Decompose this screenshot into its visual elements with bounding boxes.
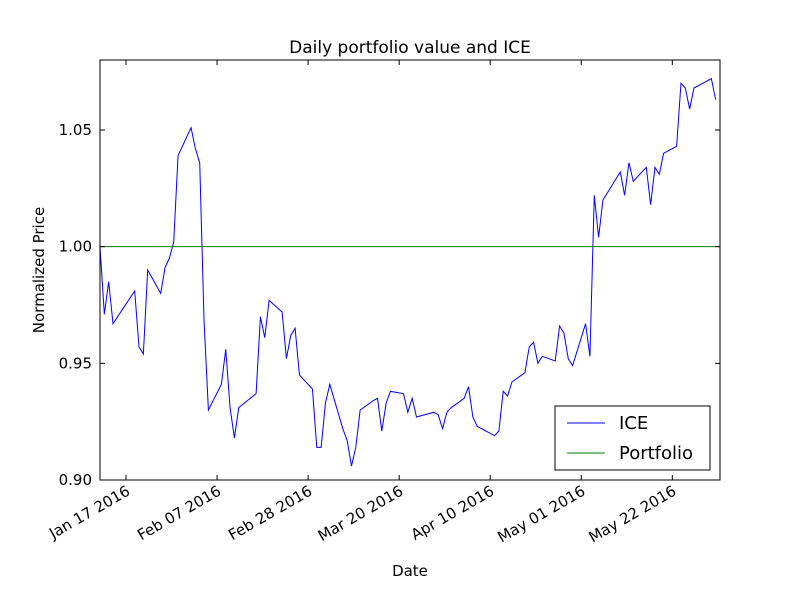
y-tick-label: 1.05 [59, 121, 92, 139]
y-axis-label: Normalized Price [30, 207, 48, 333]
chart-title: Daily portfolio value and ICE [289, 38, 531, 58]
x-axis: Jan 17 2016 Feb 07 2016 Feb 28 2016 Mar 20 … [45, 60, 679, 546]
x-tick-label: Jan 17 2016 [45, 482, 133, 543]
x-axis-label: Date [392, 562, 428, 580]
y-tick-label: 1.00 [59, 238, 92, 256]
x-tick-label: Mar 20 2016 [315, 482, 406, 545]
legend-label-ice: ICE [619, 413, 648, 434]
plot-lines [99, 77, 720, 467]
x-tick-label: May 01 2016 [495, 482, 589, 546]
legend: ICE Portfolio [554, 405, 711, 471]
y-tick-label: 0.95 [59, 354, 92, 372]
x-tick-label: Feb 28 2016 [225, 482, 315, 544]
legend-box [554, 405, 711, 471]
x-tick-label: Feb 07 2016 [134, 482, 224, 544]
legend-label-portfolio: Portfolio [619, 443, 693, 464]
series-line-ice [99, 77, 717, 467]
y-axis: 0.90 0.95 1.00 1.05 [59, 121, 720, 489]
x-tick-label: Apr 10 2016 [408, 482, 497, 544]
plot-frame [99, 59, 721, 481]
y-tick-label: 0.90 [59, 471, 92, 489]
x-tick-label: May 22 2016 [586, 482, 680, 546]
